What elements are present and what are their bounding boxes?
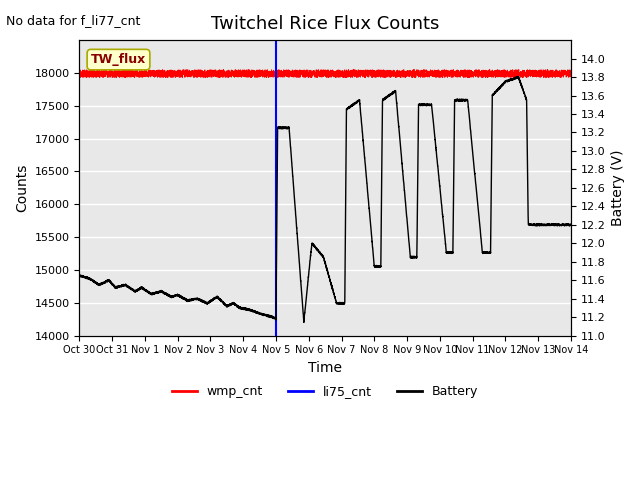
X-axis label: Time: Time	[308, 361, 342, 375]
Legend: wmp_cnt, li75_cnt, Battery: wmp_cnt, li75_cnt, Battery	[167, 380, 483, 403]
Title: Twitchel Rice Flux Counts: Twitchel Rice Flux Counts	[211, 15, 439, 33]
Y-axis label: Battery (V): Battery (V)	[611, 150, 625, 226]
Text: TW_flux: TW_flux	[91, 53, 146, 66]
Y-axis label: Counts: Counts	[15, 164, 29, 212]
Text: No data for f_li77_cnt: No data for f_li77_cnt	[6, 14, 141, 27]
